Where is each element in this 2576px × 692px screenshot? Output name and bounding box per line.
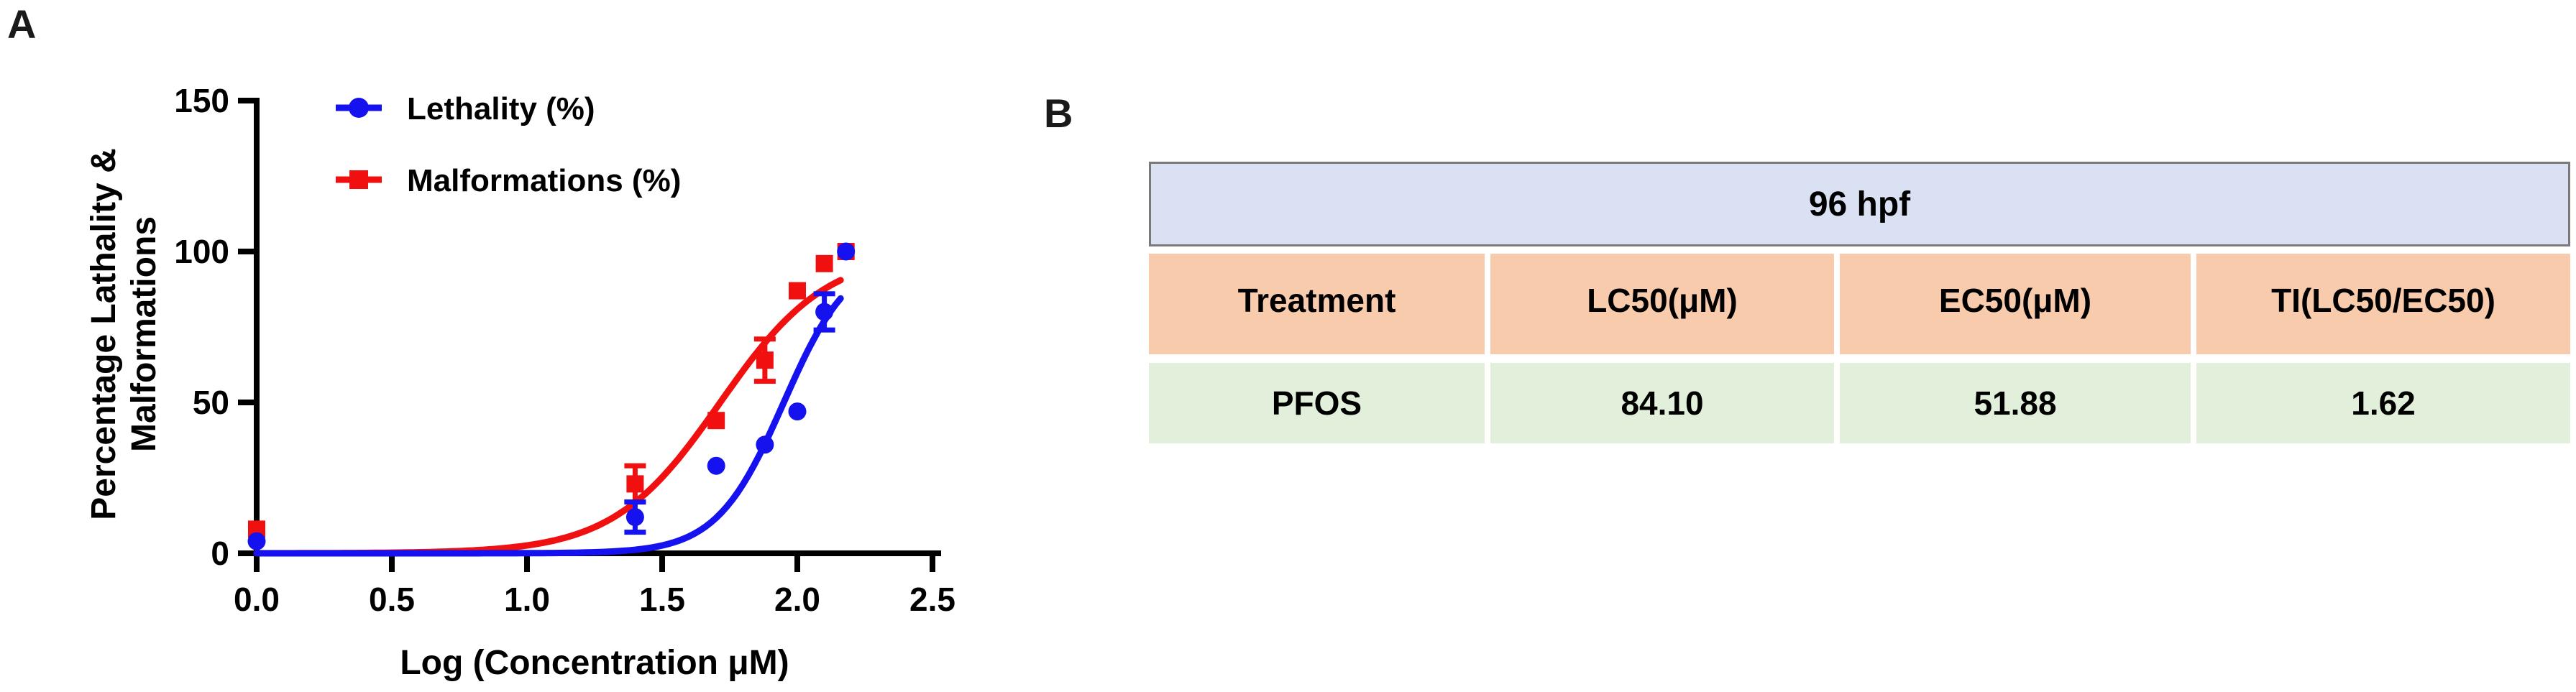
- x-tick-label: 1.5: [639, 581, 685, 618]
- x-tick-label: 2.5: [909, 581, 955, 618]
- data-point-malformations: [626, 475, 644, 493]
- results-table: 96 hpf Treatment LC50(μM) EC50(μM) TI(LC…: [1149, 162, 2570, 443]
- data-point-lethality: [707, 456, 725, 475]
- x-tick: [794, 556, 800, 572]
- fit-curve-malformations: [253, 277, 844, 557]
- y-tick-label: 150: [174, 82, 229, 119]
- col-header-treatment: Treatment: [1149, 254, 1485, 354]
- data-point-malformations: [707, 412, 725, 430]
- data-point-lethality: [247, 532, 266, 550]
- data-point-lethality: [756, 435, 774, 454]
- y-axis-title-line1: Percentage Lathality &: [85, 148, 123, 520]
- x-tick: [389, 556, 395, 572]
- data-point-malformations: [756, 351, 774, 369]
- error-bar-cap: [624, 530, 646, 535]
- x-tick: [930, 556, 935, 572]
- x-tick-label: 2.0: [774, 581, 820, 618]
- data-point-lethality: [788, 402, 807, 421]
- dose-response-chart: 0 50 100 150 0.0 0.5 1.0 1.5 2.0 2.5 Log (Concentr…: [85, 82, 955, 682]
- error-bar-cap: [813, 291, 835, 297]
- error-bar-cap: [624, 463, 646, 469]
- legend-label: Malformations (%): [407, 163, 681, 198]
- value-ec50: 51.88: [1840, 363, 2191, 443]
- legend-marker-square-icon: [349, 170, 368, 189]
- data-point-malformations: [789, 282, 806, 300]
- x-tick: [524, 556, 530, 572]
- y-axis-title-line2: Malformations: [125, 216, 163, 452]
- data-point-malformations: [815, 254, 833, 272]
- y-tick: [238, 400, 254, 405]
- value-ti: 1.62: [2196, 363, 2570, 443]
- x-tick: [659, 556, 665, 572]
- col-header-ec50: EC50(μM): [1840, 254, 2191, 354]
- y-tick-label: 100: [174, 233, 229, 270]
- y-axis-line: [254, 98, 260, 559]
- table-title-96hpf: 96 hpf: [1149, 162, 2570, 246]
- data-point-lethality: [625, 508, 644, 527]
- value-treatment: PFOS: [1149, 363, 1485, 443]
- error-bar-cap: [813, 327, 835, 333]
- error-bar-cap: [753, 379, 776, 384]
- x-tick: [254, 556, 260, 572]
- y-tick-label: 50: [193, 384, 229, 421]
- y-tick: [238, 550, 254, 556]
- x-tick-label: 1.0: [504, 581, 550, 618]
- x-tick-label: 0.0: [234, 581, 280, 618]
- fit-curve-lethality: [253, 295, 844, 557]
- panel-b-label: B: [1044, 91, 1073, 136]
- panel-a-label: A: [7, 1, 37, 47]
- col-header-ti: TI(LC50/EC50): [2196, 254, 2570, 354]
- y-tick-label: 0: [211, 535, 229, 572]
- table-row-pfos: PFOS 84.10 51.88 1.62: [1149, 363, 2570, 443]
- y-tick: [238, 98, 254, 103]
- error-bar-cap: [753, 336, 776, 342]
- value-lc50: 84.10: [1490, 363, 1834, 443]
- data-point-lethality: [815, 303, 834, 321]
- data-point-lethality: [837, 242, 856, 261]
- table-header-row: Treatment LC50(μM) EC50(μM) TI(LC50/EC50…: [1149, 254, 2570, 354]
- x-tick-label: 0.5: [369, 581, 415, 618]
- y-tick: [238, 249, 254, 254]
- error-bar-cap: [624, 499, 646, 505]
- legend-marker-circle-icon: [349, 98, 369, 118]
- col-header-lc50: LC50(μM): [1490, 254, 1834, 354]
- x-axis-title: Log (Concentration μM): [400, 644, 789, 682]
- legend-label: Lethality (%): [407, 91, 595, 126]
